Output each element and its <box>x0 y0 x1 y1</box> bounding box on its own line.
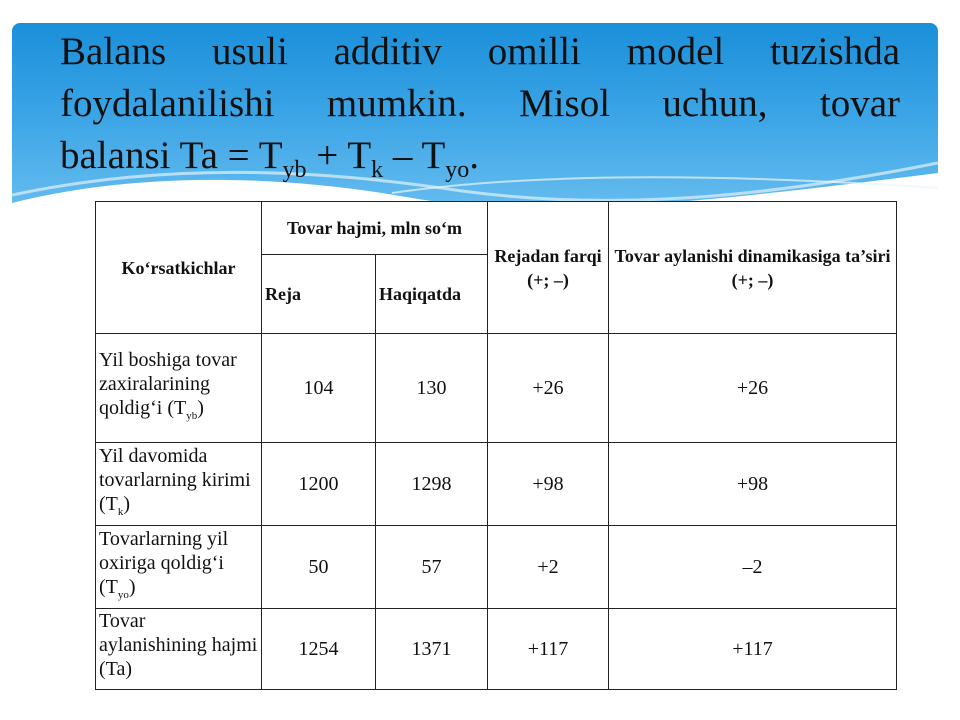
header-actual: Haqiqatda <box>375 254 488 334</box>
formula-text: balansi Ta = T <box>60 134 283 177</box>
cell-plan: 1254 <box>261 608 376 690</box>
formula-text: + T <box>306 134 372 177</box>
cell-actual: 1298 <box>375 442 488 526</box>
formula-text: . <box>469 134 480 177</box>
cell-impact: +117 <box>608 608 897 690</box>
header-indicator: Ko‘rsatkichlar <box>95 201 262 334</box>
cell-actual: 57 <box>375 525 488 609</box>
row-label: Yil davomida tovarlarning kirimi (Tk) <box>95 442 262 526</box>
header-volume: Tovar hajmi, mln so‘m <box>261 201 488 255</box>
cell-deviation: +26 <box>487 333 609 443</box>
header-deviation: Rejadan farqi (+; –) <box>487 201 609 334</box>
cell-actual: 130 <box>375 333 488 443</box>
table-row: Yil davomida tovarlarning kirimi (Tk) 12… <box>95 442 897 526</box>
cell-deviation: +2 <box>487 525 609 609</box>
title-line: foydalanilishi mumkin. Misol uchun, tova… <box>60 82 900 125</box>
cell-plan: 1200 <box>261 442 376 526</box>
header-plan: Reja <box>261 254 376 334</box>
row-label: Tovarlarning yil oxiriga qoldig‘i (Tyo) <box>95 525 262 609</box>
cell-impact: +98 <box>608 442 897 526</box>
row-label: Tovar aylanishining hajmi (Ta) <box>95 608 262 690</box>
formula-text: – T <box>383 134 446 177</box>
cell-deviation: +117 <box>487 608 609 690</box>
header-row: Reja Haqiqatda <box>96 254 897 334</box>
cell-impact: +26 <box>608 333 897 443</box>
slide-title: Balans usuli additiv omilli model tuzish… <box>60 26 900 182</box>
header-impact: Tovar aylanishi dinamikasiga ta’siri (+;… <box>608 201 897 334</box>
row-label: Yil boshiga tovar zaxiralarining qoldig‘… <box>95 333 262 443</box>
table-row: Tovar aylanishining hajmi (Ta) 1254 1371… <box>95 608 897 690</box>
balance-table: Ko‘rsatkichlar Tovar hajmi, mln so‘m Rej… <box>95 201 897 690</box>
formula-line: balansi Ta = Tyb + Tk – Tyo. <box>60 130 900 182</box>
table-row: Yil boshiga tovar zaxiralarining qoldig‘… <box>95 333 897 443</box>
cell-actual: 1371 <box>375 608 488 690</box>
header-row: Ko‘rsatkichlar Tovar hajmi, mln so‘m Rej… <box>95 201 897 334</box>
title-banner <box>12 23 938 223</box>
cell-plan: 50 <box>261 525 376 609</box>
formula-sub: yb <box>282 157 307 183</box>
title-line: Balans usuli additiv omilli model tuzish… <box>60 30 900 73</box>
cell-plan: 104 <box>261 333 376 443</box>
cell-deviation: +98 <box>487 442 609 526</box>
formula-sub: k <box>371 157 384 183</box>
formula-sub: yo <box>445 157 470 183</box>
table-row: Tovarlarning yil oxiriga qoldig‘i (Tyo) … <box>95 525 897 609</box>
cell-impact: –2 <box>608 525 897 609</box>
